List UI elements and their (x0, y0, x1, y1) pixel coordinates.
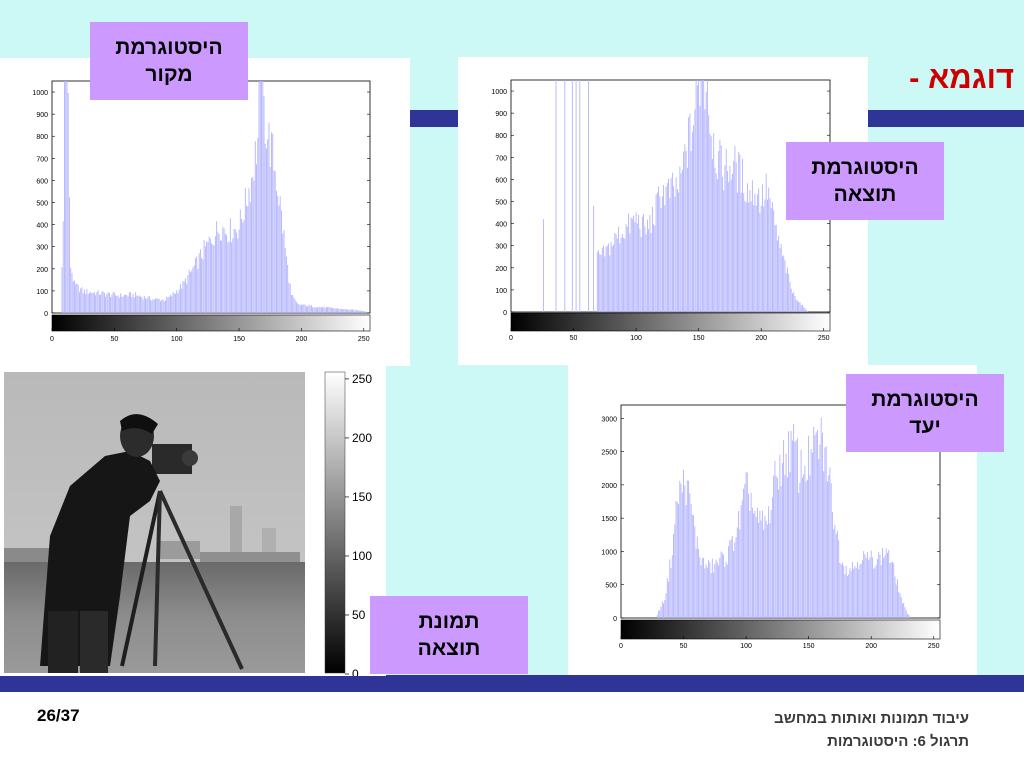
y-tick-label: 400 (36, 223, 48, 230)
x-tick-label: 50 (570, 335, 578, 342)
y-tick-label: 800 (495, 133, 507, 140)
result-image-panel: 250 200 150 100 50 0 (0, 366, 386, 681)
source-histogram-panel: 0 100 200 300 400 500 600 700 800 900 1000 0 50 100 15… (0, 58, 410, 366)
x-tick-label: 250 (818, 335, 830, 342)
footer-lecture-title: תרגול 6: היסטוגרמות (827, 733, 969, 750)
x-tick-label: 0 (509, 335, 513, 342)
label-result-image: תמונת תוצאה (370, 596, 528, 674)
x-tick-label: 250 (928, 643, 940, 650)
page-number: 26/37 (37, 706, 80, 725)
gray-level-colorbar (620, 619, 941, 640)
y-tick-label: 0 (613, 616, 617, 623)
label-source-histogram: היסטוגרמת מקור (90, 22, 248, 100)
colorbar-tick-label: 200 (352, 431, 372, 445)
x-tick-label: 0 (619, 643, 623, 650)
x-tick-label: 100 (171, 336, 183, 343)
y-tick-label: 0 (44, 311, 48, 318)
y-tick-label: 500 (495, 200, 507, 207)
x-tick-label: 100 (740, 643, 752, 650)
chart-frame (51, 80, 371, 314)
label-source-line1: היסטוגרמת (115, 36, 223, 59)
y-tick-label: 1000 (491, 89, 507, 96)
label-target-line1: היסטוגרמת (871, 388, 979, 411)
x-tick-label: 50 (110, 336, 118, 343)
colorbar-tick-label: 50 (352, 608, 366, 622)
y-tick-label: 1500 (601, 516, 617, 523)
slide-title: דוגמא - (909, 60, 1014, 95)
gray-level-colorbar (51, 314, 371, 332)
x-tick-label: 200 (755, 335, 767, 342)
colorbar-tick-label: 250 (352, 372, 372, 386)
y-tick-label: 300 (495, 244, 507, 251)
x-tick-label: 200 (865, 643, 877, 650)
x-tick-label: 100 (630, 335, 642, 342)
y-tick-label: 600 (495, 177, 507, 184)
x-tick-label: 150 (803, 643, 815, 650)
title-band-right (868, 110, 1024, 127)
y-tick-label: 1000 (601, 549, 617, 556)
title-band-left (410, 110, 458, 127)
target-histogram-panel: 0 500 1000 1500 2000 2500 3000 0 50 100 150 200 250 (568, 365, 977, 675)
result-histogram-panel: 0 100 200 300 400 500 600 700 800 900 1000 0 50 100 15… (458, 57, 868, 365)
footer-band (0, 675, 1024, 692)
x-tick-label: 150 (233, 336, 245, 343)
colorbar-tick-label: 100 (352, 549, 372, 563)
histogram-bars (543, 80, 808, 312)
x-tick-label: 50 (680, 643, 688, 650)
label-result-line1: היסטוגרמת (811, 156, 919, 179)
chart-frame (620, 404, 941, 619)
label-target-histogram: היסטוגרמת יעד (846, 374, 1004, 452)
y-tick-label: 100 (36, 289, 48, 296)
cameraman-image: 250 200 150 100 50 0 (4, 371, 372, 681)
y-tick-label: 700 (495, 155, 507, 162)
y-tick-label: 700 (36, 156, 48, 163)
histogram-bars (61, 81, 370, 313)
y-tick-label: 2500 (601, 450, 617, 457)
y-tick-label: 2000 (601, 483, 617, 490)
y-tick-label: 3000 (601, 416, 617, 423)
y-tick-label: 200 (495, 266, 507, 273)
label-image-line2: תוצאה (417, 637, 481, 660)
y-tick-label: 300 (36, 245, 48, 252)
y-tick-label: 800 (36, 134, 48, 141)
x-tick-label: 250 (358, 336, 370, 343)
y-tick-label: 500 (605, 583, 617, 590)
label-source-line2: מקור (145, 63, 193, 86)
label-target-line2: יעד (909, 415, 941, 438)
x-tick-label: 0 (50, 336, 54, 343)
y-tick-label: 500 (36, 201, 48, 208)
y-tick-label: 100 (495, 288, 507, 295)
footer-background (0, 690, 1024, 768)
y-tick-label: 900 (495, 111, 507, 118)
footer-course-info: עיבוד תמונות ואותות במחשב תרגול 6: היסטו… (774, 707, 969, 753)
y-tick-label: 400 (495, 222, 507, 229)
colorbar-tick-label: 0 (352, 667, 359, 676)
label-result-histogram: היסטוגרמת תוצאה (786, 142, 944, 220)
x-tick-label: 200 (296, 336, 308, 343)
label-result-line2: תוצאה (833, 183, 897, 206)
y-tick-label: 200 (36, 267, 48, 274)
gray-level-colorbar (510, 312, 831, 332)
histogram-bars (656, 417, 911, 618)
y-tick-label: 1000 (32, 90, 48, 97)
source-histogram-chart: 0 100 200 300 400 500 600 700 800 900 1000 0 50 100 15… (32, 80, 371, 343)
footer-course-name: עיבוד תמונות ואותות במחשב (774, 710, 969, 727)
colorbar-tick-label: 150 (352, 490, 372, 504)
y-tick-label: 900 (36, 112, 48, 119)
result-histogram-chart: 0 100 200 300 400 500 600 700 800 900 1000 0 50 100 15… (491, 79, 831, 342)
y-tick-label: 600 (36, 178, 48, 185)
label-image-line1: תמונת (418, 610, 480, 633)
target-histogram-chart: 0 500 1000 1500 2000 2500 3000 0 50 100 150 200 250 (601, 404, 941, 650)
x-tick-label: 150 (693, 335, 705, 342)
y-tick-label: 0 (503, 310, 507, 317)
